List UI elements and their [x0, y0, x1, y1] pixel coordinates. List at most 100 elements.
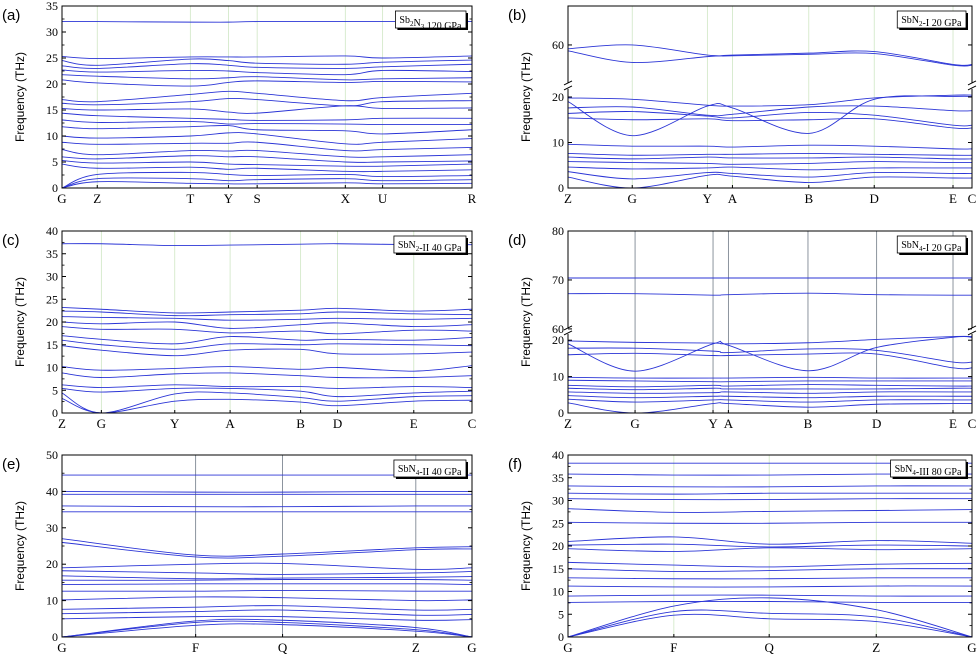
- band-line: [62, 541, 472, 559]
- band-line: [62, 119, 472, 126]
- band-line: [62, 105, 472, 114]
- kpoint-label: C: [968, 416, 977, 431]
- band-line: [62, 321, 472, 329]
- band-line: [62, 149, 472, 158]
- band-line: [568, 492, 972, 495]
- band-line: [568, 44, 972, 66]
- y-axis-title: Frequency (THz): [519, 501, 533, 591]
- kpoint-label: E: [949, 416, 957, 431]
- band-line: [568, 161, 972, 165]
- axis-break-mark: [563, 330, 573, 336]
- legend-text: SbN4-III 80 GPa: [895, 464, 962, 478]
- band-group: [568, 462, 972, 637]
- kpoint-label: F: [670, 640, 677, 655]
- y-tick-label: 0: [52, 406, 58, 420]
- legend-text: SbN2-II 40 GPa: [398, 240, 462, 254]
- y-tick-label: 10: [46, 129, 58, 143]
- y-axis-title: Frequency (THz): [519, 277, 533, 367]
- y-tick-label: 30: [46, 25, 58, 39]
- y-tick-label: 5: [52, 155, 58, 169]
- y-tick-label: 40: [46, 224, 58, 238]
- legend-frame: [896, 235, 967, 254]
- band-line: [568, 568, 972, 572]
- band-line: [62, 63, 472, 69]
- y-tick-label: 15: [46, 103, 58, 117]
- band-line: [62, 155, 472, 163]
- axis-break-mark: [967, 85, 977, 91]
- y-tick-label: 10: [46, 594, 58, 608]
- band-line: [568, 585, 972, 588]
- legend-text: Sb2N3 120 GPa: [399, 15, 462, 32]
- y-tick-label: 25: [46, 51, 58, 65]
- y-tick-label: 35: [46, 247, 58, 261]
- band-line: [568, 95, 972, 137]
- y-tick-label: 10: [552, 370, 564, 384]
- band-line: [568, 50, 972, 67]
- band-line: [62, 55, 472, 59]
- band-line: [62, 615, 472, 621]
- band-line: [62, 384, 472, 389]
- band-line: [568, 485, 972, 488]
- legend-box: SbN2-I 20 GPa: [896, 10, 968, 30]
- kpoint-label: X: [341, 191, 351, 206]
- y-tick-label: 15: [552, 562, 564, 576]
- band-line: [62, 372, 472, 379]
- band-group: [62, 243, 472, 413]
- kpoint-label: C: [968, 191, 977, 206]
- band-line: [568, 613, 972, 637]
- kpoint-label: F: [192, 640, 199, 655]
- y-tick-label: 5: [558, 607, 564, 621]
- y-tick-label: 20: [552, 539, 564, 553]
- band-group: [568, 44, 972, 188]
- y-axis-title: Frequency (THz): [519, 52, 533, 142]
- band-line: [568, 352, 972, 370]
- kpoint-label: E: [410, 416, 418, 431]
- band-line: [62, 132, 472, 145]
- y-axis-title: Frequency (THz): [13, 52, 27, 142]
- kpoint-label: D: [333, 416, 342, 431]
- y-axis-title: Frequency (THz): [13, 277, 27, 367]
- band-line: [568, 384, 972, 388]
- kpoint-label: B: [804, 416, 813, 431]
- band-line: [62, 335, 472, 345]
- y-tick-label: 10: [552, 585, 564, 599]
- kpoint-label: G: [57, 191, 66, 206]
- band-line: [568, 561, 972, 568]
- y-tick-label: 35: [46, 0, 58, 13]
- y-tick-label: 5: [52, 383, 58, 397]
- kpoint-label: Z: [93, 191, 101, 206]
- y-tick-label: 30: [46, 270, 58, 284]
- band-line: [568, 94, 972, 107]
- y-axis-title: Frequency (THz): [13, 501, 27, 591]
- band-line: [62, 490, 472, 493]
- band-line: [62, 609, 472, 616]
- y-tick-label: 20: [552, 333, 564, 347]
- kpoint-label: G: [563, 640, 572, 655]
- chart-panel-e: 0 10 20 30 40 50 G F Q Z G Frequency (THz) (e) SbN4-I…: [2, 448, 477, 655]
- kpoint-label: Z: [872, 640, 880, 655]
- band-line: [568, 600, 972, 603]
- band-line: [568, 292, 972, 296]
- band-line: [62, 316, 472, 321]
- y-tick-label: 30: [552, 494, 564, 508]
- band-line: [568, 594, 972, 597]
- band-line: [568, 156, 972, 160]
- y-tick-label: 60: [552, 38, 564, 52]
- band-line: [62, 623, 472, 637]
- band-line: [62, 570, 472, 575]
- band-line: [568, 336, 972, 372]
- band-line: [568, 521, 972, 524]
- band-line: [62, 596, 472, 602]
- kpoint-label: Z: [564, 191, 572, 206]
- legend-text: SbN4-II 40 GPa: [398, 464, 462, 478]
- band-line: [62, 90, 472, 103]
- band-line: [62, 387, 472, 398]
- panel-letter: (e): [2, 456, 20, 473]
- chart-panel-f: 0 5 10 15 20 25 30 35 40 G F Q Z G Frequency (THz) (f) S…: [508, 448, 977, 655]
- kpoint-label: A: [728, 191, 738, 206]
- kpoint-label: Z: [564, 416, 572, 431]
- band-line: [568, 335, 972, 345]
- band-line: [62, 583, 472, 586]
- y-tick-label: 10: [552, 136, 564, 150]
